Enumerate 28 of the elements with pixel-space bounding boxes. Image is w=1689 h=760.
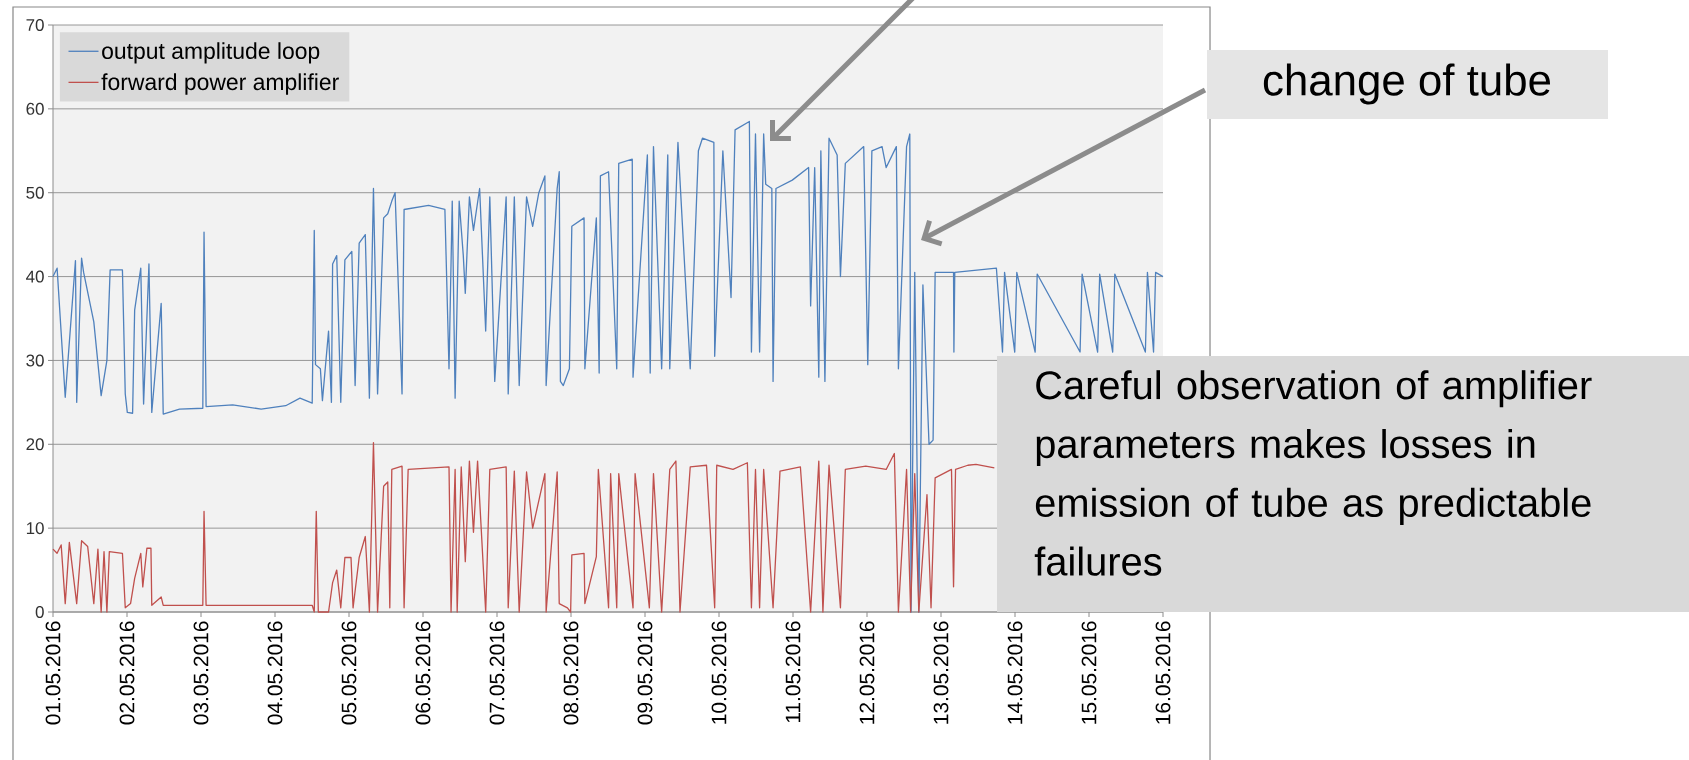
y-tick-label: 60 (26, 102, 44, 115)
y-tick-label: 30 (26, 354, 44, 367)
y-tick-label: 40 (26, 270, 44, 283)
y-tick-label: 0 (35, 606, 44, 618)
y-tick-label: 50 (26, 186, 44, 199)
x-tick-label: 08.05.2016 (563, 621, 579, 725)
y-tick-label: 10 (26, 522, 44, 535)
x-tick-label: 01.05.2016 (45, 621, 61, 725)
x-tick-label: 07.05.2016 (489, 621, 505, 725)
x-tick-label: 16.05.2016 (1155, 621, 1171, 724)
x-tick-label: 06.05.2016 (415, 621, 431, 725)
x-tick-label: 05.05.2016 (341, 621, 357, 725)
x-tick-label: 15.05.2016 (1081, 621, 1097, 724)
x-tick-label: 11.05.2016 (785, 621, 801, 723)
x-tick-label: 12.05.2016 (859, 621, 875, 724)
legend-label: output amplitude loop (102, 42, 320, 64)
x-tick-label: 02.05.2016 (119, 621, 135, 725)
legend-label: forward power amplifier (101, 73, 339, 95)
y-tick-label: 70 (26, 19, 44, 31)
x-tick-label: 10.05.2016 (711, 621, 727, 724)
y-tick-label: 20 (26, 438, 44, 451)
x-tick-label: 04.05.2016 (267, 621, 283, 725)
text: change of tube (1263, 63, 1551, 105)
x-tick-label: 03.05.2016 (193, 621, 209, 725)
x-tick-label: 13.05.2016 (933, 621, 949, 724)
x-tick-label: 14.05.2016 (1007, 621, 1023, 724)
annotation: Careful observation of amplifier parameters makes losses in emission of tube as predictable failures (1034, 370, 1592, 576)
x-tick-label: 09.05.2016 (637, 621, 653, 725)
